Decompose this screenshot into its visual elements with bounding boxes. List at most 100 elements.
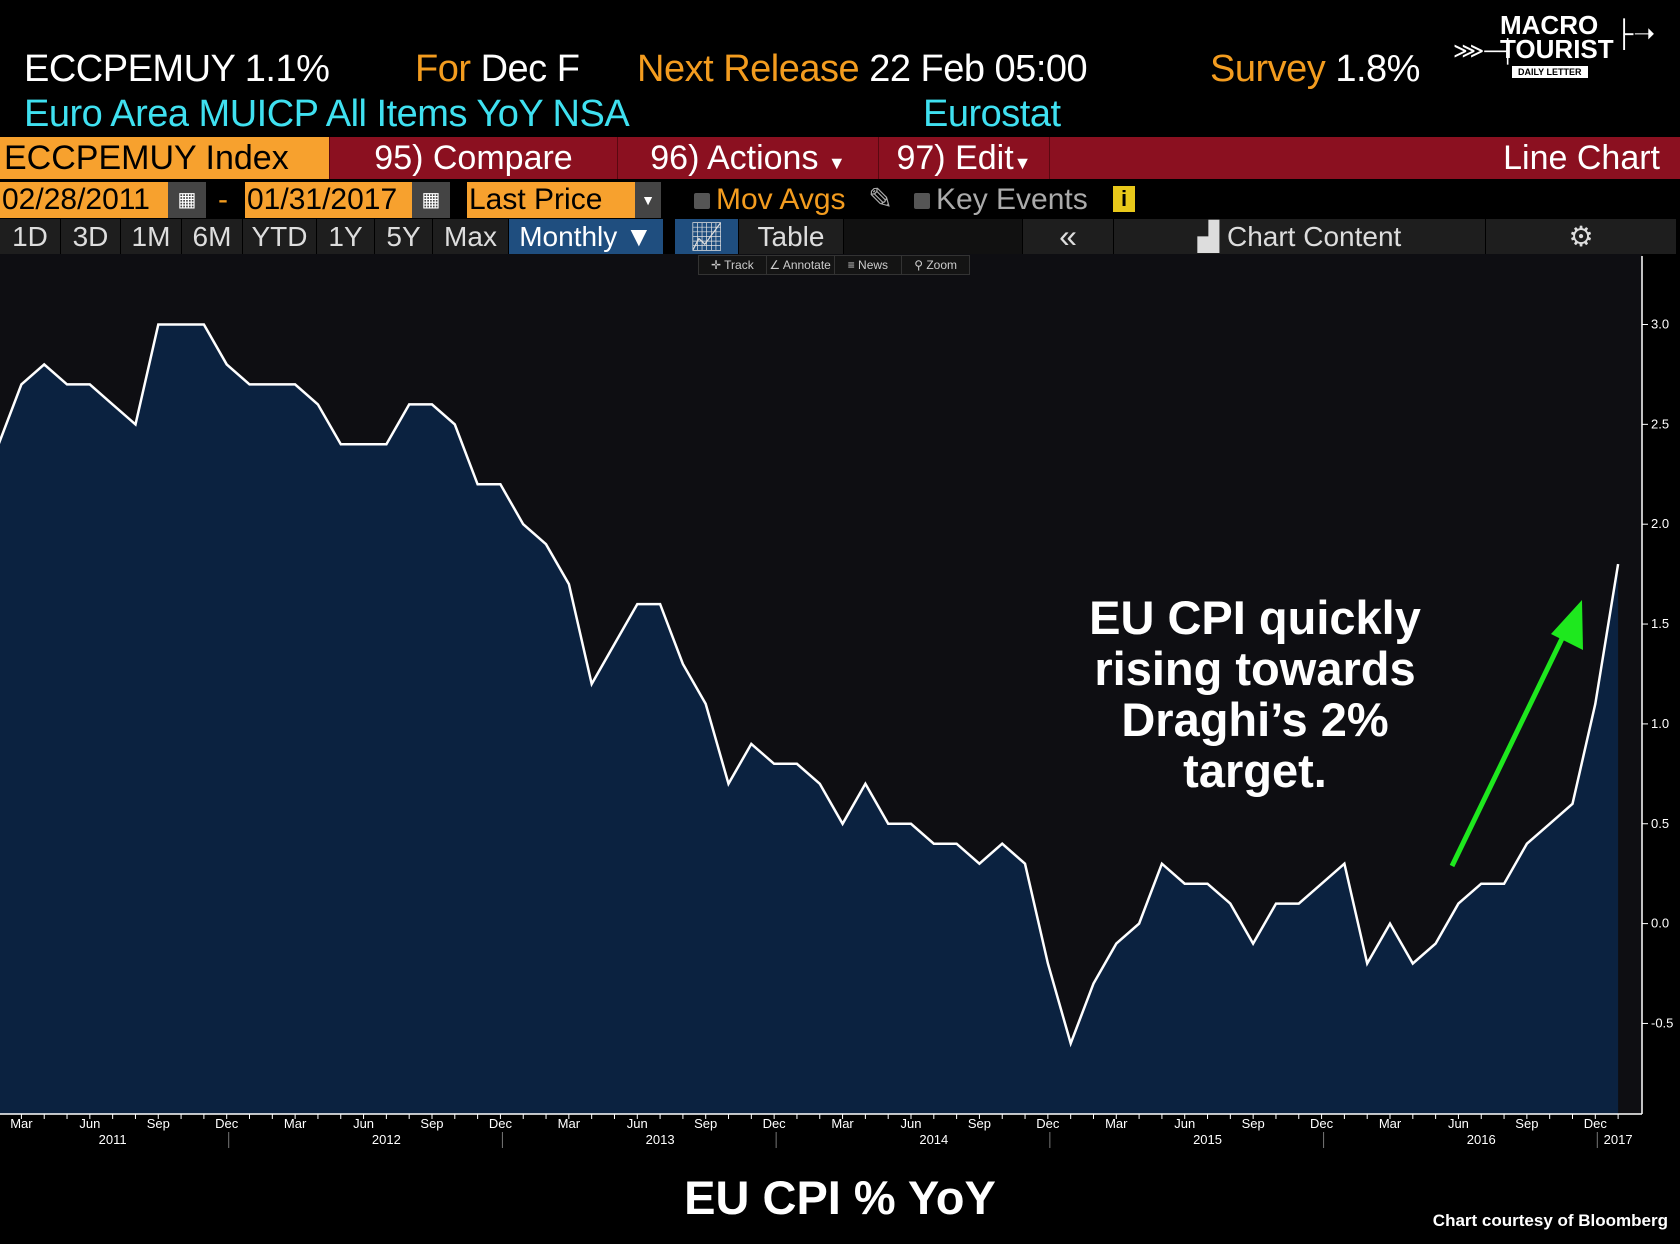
survey-label: Survey xyxy=(1210,48,1326,90)
news-tool[interactable]: ≡ News xyxy=(835,256,903,274)
y-tick-label: 1.5 xyxy=(1651,616,1669,631)
x-year-label: 2017 xyxy=(1604,1132,1633,1147)
range-ytd[interactable]: YTD xyxy=(243,219,317,254)
security-description: Euro Area MUICP All Items YoY NSA xyxy=(24,93,630,135)
for-value: Dec F xyxy=(480,48,580,90)
survey: Survey 1.8% xyxy=(1210,48,1420,91)
x-tick-label: Dec xyxy=(215,1116,239,1131)
x-tick-label: Dec xyxy=(489,1116,513,1131)
x-tick-label: Jun xyxy=(627,1116,648,1131)
settings-gear-icon[interactable]: ⚙ xyxy=(1486,219,1677,254)
x-tick-label: Dec xyxy=(1584,1116,1608,1131)
annotation: EU CPI quickly rising towards Draghi’s 2… xyxy=(1040,592,1470,796)
line-chart-icon[interactable]: 📈︎ xyxy=(675,219,739,254)
x-tick-label: Jun xyxy=(1174,1116,1195,1131)
chart-tools: ✛ Track ∠ Annotate ≡ News ⚲ Zoom xyxy=(698,255,970,275)
track-label: Track xyxy=(724,258,754,272)
x-tick-label: Mar xyxy=(558,1116,581,1131)
mov-avgs-label: Mov Avgs xyxy=(716,183,846,216)
zoom-label: Zoom xyxy=(926,258,958,272)
collapse-icon[interactable]: « xyxy=(1023,219,1114,254)
range-1m[interactable]: 1M xyxy=(121,219,182,254)
start-date-input[interactable]: 02/28/2011 xyxy=(0,182,168,218)
x-tick-label: Sep xyxy=(420,1116,443,1131)
annotation-line: EU CPI quickly xyxy=(1089,591,1421,644)
ticker-value: ECCPEMUY 1.1% xyxy=(24,48,330,91)
x-tick-label: Sep xyxy=(1515,1116,1538,1131)
track-tool[interactable]: ✛ Track xyxy=(699,256,767,274)
x-year-label: 2014 xyxy=(919,1132,948,1147)
x-tick-label: Jun xyxy=(79,1116,100,1131)
x-tick-label: Mar xyxy=(10,1116,33,1131)
logo-line2: TOURIST xyxy=(1500,34,1614,64)
period-select[interactable]: Monthly ▼ xyxy=(509,219,664,254)
actions-button[interactable]: 96) Actions ▼ xyxy=(618,137,879,179)
security-field[interactable]: ECCPEMUY Index xyxy=(0,137,330,179)
table-button[interactable]: Table xyxy=(739,219,844,254)
chart-credit: Chart courtesy of Bloomberg xyxy=(1432,1211,1668,1230)
x-year-label: 2013 xyxy=(646,1132,675,1147)
x-tick-label: Mar xyxy=(1379,1116,1402,1131)
x-tick-label: Sep xyxy=(694,1116,717,1131)
x-tick-label: Jun xyxy=(1448,1116,1469,1131)
y-tick-label: 0.5 xyxy=(1651,816,1669,831)
x-tick-label: Dec xyxy=(763,1116,787,1131)
key-events-checkbox[interactable]: Key Events xyxy=(914,182,1088,218)
calendar-icon[interactable]: ▦ xyxy=(168,182,206,218)
macro-tourist-logo: MACRO TOURIST DAILY LETTER ⋙─┤ ├➝ xyxy=(1450,10,1675,85)
chart-content-button[interactable]: ▟ Chart Content xyxy=(1114,219,1486,254)
caret-down-icon: ▼ xyxy=(827,153,846,173)
x-tick-label: Mar xyxy=(1105,1116,1128,1131)
x-tick-label: Sep xyxy=(968,1116,991,1131)
news-label: News xyxy=(858,258,889,272)
calendar-icon[interactable]: ▦ xyxy=(412,182,450,218)
x-tick-label: Sep xyxy=(147,1116,170,1131)
range-6m[interactable]: 6M xyxy=(182,219,243,254)
y-tick-label: 1.0 xyxy=(1651,716,1669,731)
edit-label: 97) Edit xyxy=(896,139,1014,177)
x-tick-label: Dec xyxy=(1310,1116,1334,1131)
info-icon[interactable]: i xyxy=(1113,186,1135,212)
chart-content-icon: ▟ xyxy=(1197,221,1227,252)
x-tick-label: Mar xyxy=(831,1116,854,1131)
range-1y[interactable]: 1Y xyxy=(317,219,375,254)
range-5y[interactable]: 5Y xyxy=(375,219,433,254)
range-1d[interactable]: 1D xyxy=(0,219,61,254)
mov-avgs-checkbox[interactable]: Mov Avgs xyxy=(694,182,846,218)
end-date-input[interactable]: 01/31/2017 xyxy=(245,182,412,218)
annotate-tool[interactable]: ∠ Annotate xyxy=(767,256,835,274)
logo-line1: MACRO xyxy=(1500,10,1599,40)
toolbar-spacer xyxy=(844,219,1023,254)
x-tick-label: Sep xyxy=(1242,1116,1265,1131)
zoom-tool[interactable]: ⚲ Zoom xyxy=(914,258,958,272)
chart-content-label: Chart Content xyxy=(1226,221,1402,252)
dropdown-arrow-icon[interactable]: ▼ xyxy=(635,182,661,218)
x-tick-label: Dec xyxy=(1036,1116,1060,1131)
x-year-label: 2015 xyxy=(1193,1132,1222,1147)
chart-title: EU CPI % YoY xyxy=(684,1171,996,1224)
annotation-line: Draghi’s 2% xyxy=(1121,693,1389,746)
period: For Dec F xyxy=(415,48,580,91)
field-select[interactable]: Last Price xyxy=(467,182,635,218)
range-3d[interactable]: 3D xyxy=(61,219,121,254)
for-label: For xyxy=(415,48,471,90)
y-tick-label: -0.5 xyxy=(1651,1015,1673,1030)
checkbox-icon xyxy=(694,193,710,210)
chart-type-label: Line Chart xyxy=(1050,137,1680,179)
caret-down-icon: ▼ xyxy=(1013,153,1032,173)
source: Eurostat xyxy=(923,93,1061,135)
edit-button[interactable]: 97) Edit▼ xyxy=(879,137,1050,179)
x-year-label: 2011 xyxy=(99,1132,127,1147)
survey-value: 1.8% xyxy=(1335,48,1420,90)
y-tick-label: 2.5 xyxy=(1651,416,1669,431)
arrow-tail-icon: ⋙─┤ xyxy=(1453,38,1516,63)
date-separator: - xyxy=(218,183,228,216)
compare-button[interactable]: 95) Compare xyxy=(330,137,618,179)
x-year-label: 2012 xyxy=(372,1132,401,1147)
range-max[interactable]: Max xyxy=(433,219,509,254)
annotation-line: rising towards xyxy=(1094,642,1416,695)
pencil-icon[interactable]: ✎ xyxy=(868,183,894,216)
arrow-head-icon: ├➝ xyxy=(1615,18,1656,48)
checkbox-icon xyxy=(914,193,930,210)
key-events-label: Key Events xyxy=(936,183,1088,216)
